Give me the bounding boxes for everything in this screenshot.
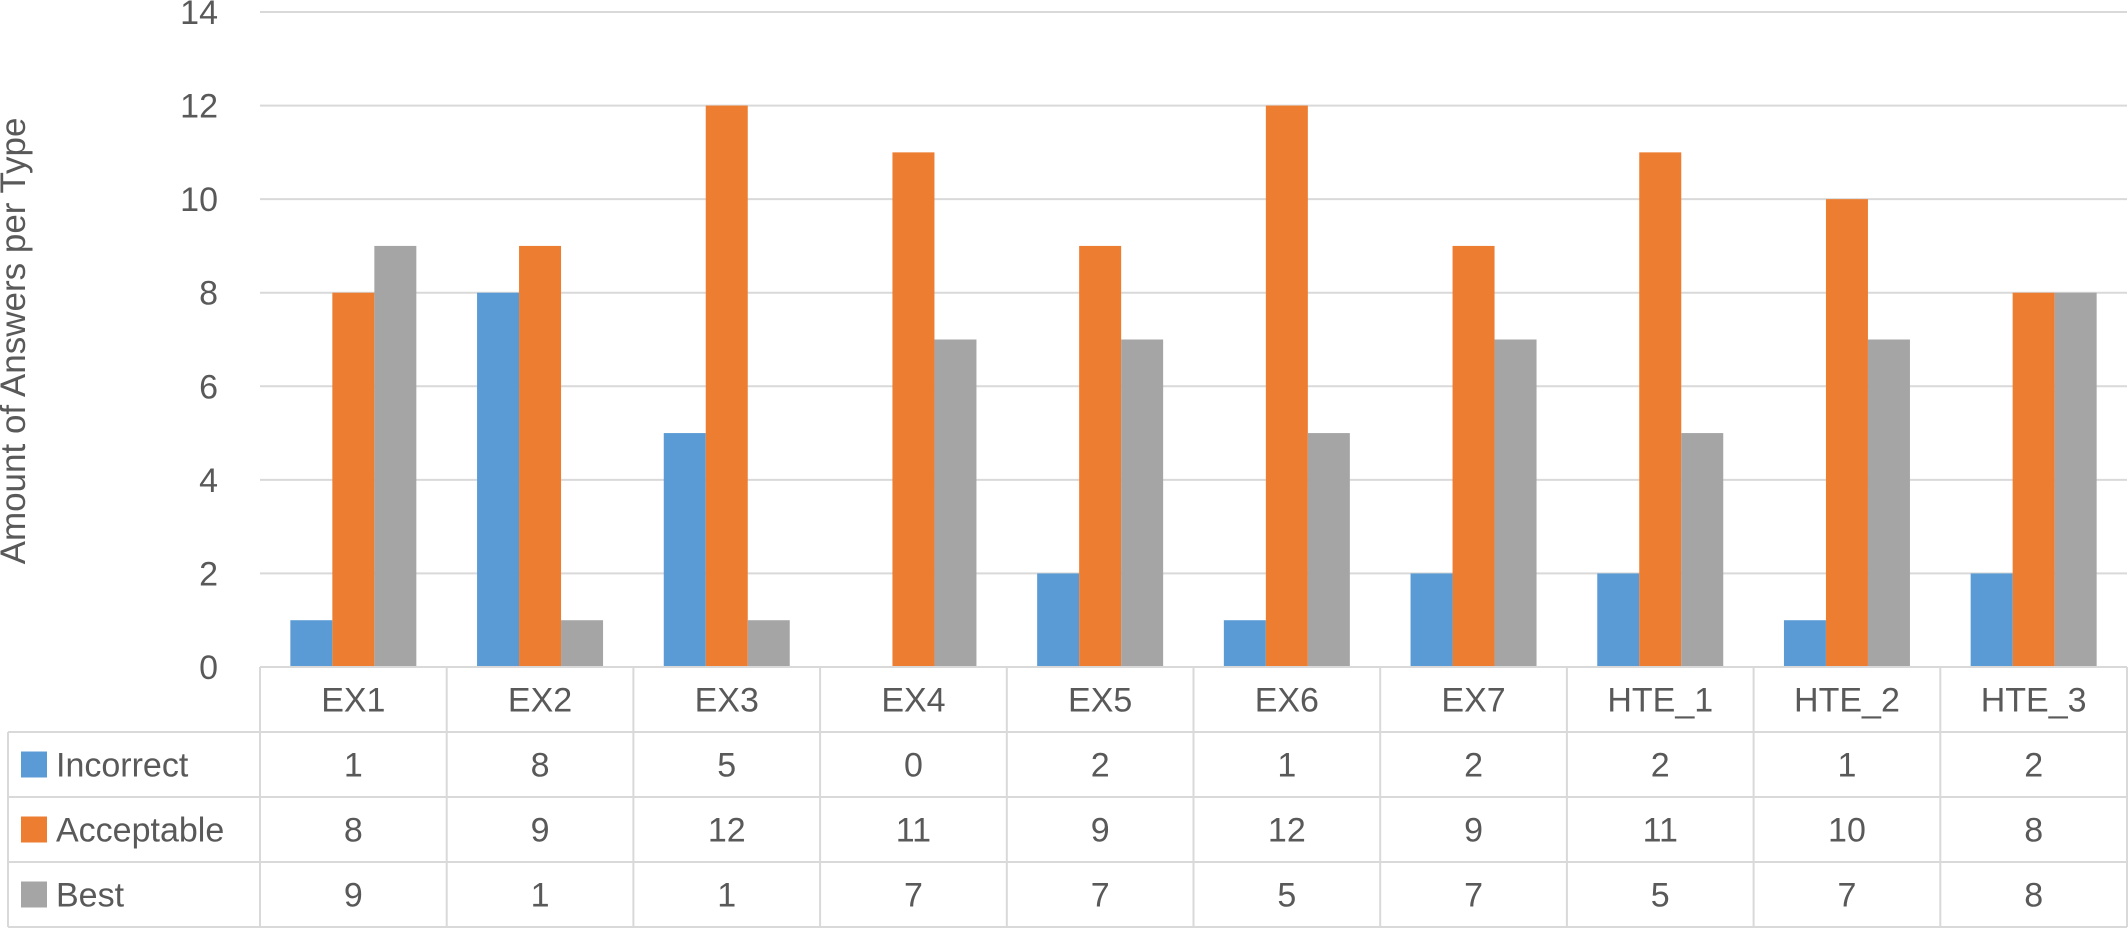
bar-best-hte_3 — [2054, 292, 2097, 667]
bar-acceptable-ex1 — [332, 292, 375, 667]
data-label: 5 — [1651, 877, 1670, 915]
bar-best-ex5 — [1121, 339, 1164, 667]
data-label: 1 — [531, 877, 550, 915]
data-label: 1 — [717, 877, 736, 915]
y-axis-ticks: 0 2 4 6 8 10 12 14 — [180, 0, 218, 687]
bar-incorrect-ex5 — [1037, 573, 1080, 667]
data-label: 2 — [2024, 747, 2043, 785]
y-tick-label: 14 — [180, 0, 218, 32]
bar-incorrect-ex3 — [663, 433, 706, 667]
bar-acceptable-ex4 — [892, 152, 935, 667]
data-label: 1 — [344, 747, 363, 785]
data-label: 7 — [1837, 877, 1856, 915]
category-label: EX5 — [1068, 682, 1132, 720]
data-label: 7 — [904, 877, 923, 915]
y-tick-label: 6 — [199, 368, 218, 406]
y-tick-label: 12 — [180, 88, 218, 126]
bar-best-hte_1 — [1681, 433, 1724, 667]
legend-key-incorrect — [21, 751, 47, 778]
bar-acceptable-ex3 — [705, 105, 748, 668]
y-tick-label: 4 — [199, 462, 218, 500]
data-label: 8 — [344, 812, 363, 850]
data-label: 1 — [1837, 747, 1856, 785]
data-label: 2 — [1091, 747, 1110, 785]
bar-acceptable-ex5 — [1079, 245, 1122, 667]
bar-incorrect-hte_2 — [1783, 620, 1826, 667]
y-tick-label: 2 — [199, 555, 218, 593]
bar-best-ex1 — [374, 245, 417, 667]
series-name: Incorrect — [56, 747, 189, 785]
bar-incorrect-hte_3 — [1970, 573, 2013, 667]
data-label: 2 — [1464, 747, 1483, 785]
category-label: EX3 — [695, 682, 759, 720]
bar-incorrect-ex6 — [1223, 620, 1266, 667]
bar-incorrect-hte_1 — [1597, 573, 1640, 667]
data-label: 8 — [2024, 877, 2043, 915]
bar-incorrect-ex2 — [477, 292, 520, 667]
legend-key-best — [21, 881, 47, 908]
data-label: 9 — [344, 877, 363, 915]
category-label: HTE_3 — [1981, 682, 2087, 720]
y-axis-label: Amount of Answers per Type — [0, 118, 33, 565]
y-tick-label: 8 — [199, 275, 218, 313]
bar-best-hte_2 — [1867, 339, 1910, 667]
category-label: EX2 — [508, 682, 572, 720]
bar-incorrect-ex1 — [290, 620, 333, 667]
data-label: 11 — [1643, 812, 1678, 850]
bar-incorrect-ex7 — [1410, 573, 1453, 667]
bar-best-ex3 — [747, 620, 790, 667]
category-label: EX1 — [321, 682, 385, 720]
bar-acceptable-hte_3 — [2012, 292, 2055, 667]
bar-acceptable-ex2 — [519, 245, 562, 667]
y-tick-label: 10 — [180, 181, 218, 219]
data-label: 11 — [896, 812, 931, 850]
data-label: 8 — [531, 747, 550, 785]
series-name: Acceptable — [56, 812, 224, 850]
data-label: 7 — [1091, 877, 1110, 915]
data-label: 10 — [1828, 812, 1866, 850]
bar-acceptable-hte_2 — [1825, 199, 1868, 667]
data-label: 2 — [1651, 747, 1670, 785]
data-label: 1 — [1277, 747, 1296, 785]
data-label: 5 — [717, 747, 736, 785]
series-name: Best — [56, 877, 125, 915]
category-label: EX6 — [1255, 682, 1319, 720]
bar-best-ex4 — [934, 339, 977, 667]
category-label: EX7 — [1441, 682, 1505, 720]
data-label: 5 — [1277, 877, 1296, 915]
data-table: EX1 EX2 EX3 EX4 EX5 EX6 EX7 HTE_1 HTE_2 HTE_3 Inco… — [7, 666, 2128, 928]
data-label: 8 — [2024, 812, 2043, 850]
y-tick-label: 0 — [199, 649, 218, 687]
bar-acceptable-ex6 — [1265, 105, 1308, 668]
bar-best-ex6 — [1307, 433, 1350, 667]
category-label: EX4 — [881, 682, 945, 720]
bar-acceptable-hte_1 — [1639, 152, 1682, 667]
data-label: 7 — [1464, 877, 1483, 915]
bar-best-ex2 — [561, 620, 604, 667]
data-label: 12 — [1268, 812, 1306, 850]
data-label: 9 — [1464, 812, 1483, 850]
data-label: 9 — [1091, 812, 1110, 850]
category-label: HTE_1 — [1607, 682, 1713, 720]
legend-key-acceptable — [21, 816, 47, 843]
data-label: 0 — [904, 747, 923, 785]
gridlines — [260, 11, 2127, 575]
data-label: 12 — [708, 812, 746, 850]
bar-acceptable-ex7 — [1452, 245, 1495, 667]
bar-best-ex7 — [1494, 339, 1537, 667]
category-label: HTE_2 — [1794, 682, 1900, 720]
data-label: 9 — [531, 812, 550, 850]
bars — [290, 105, 2097, 668]
